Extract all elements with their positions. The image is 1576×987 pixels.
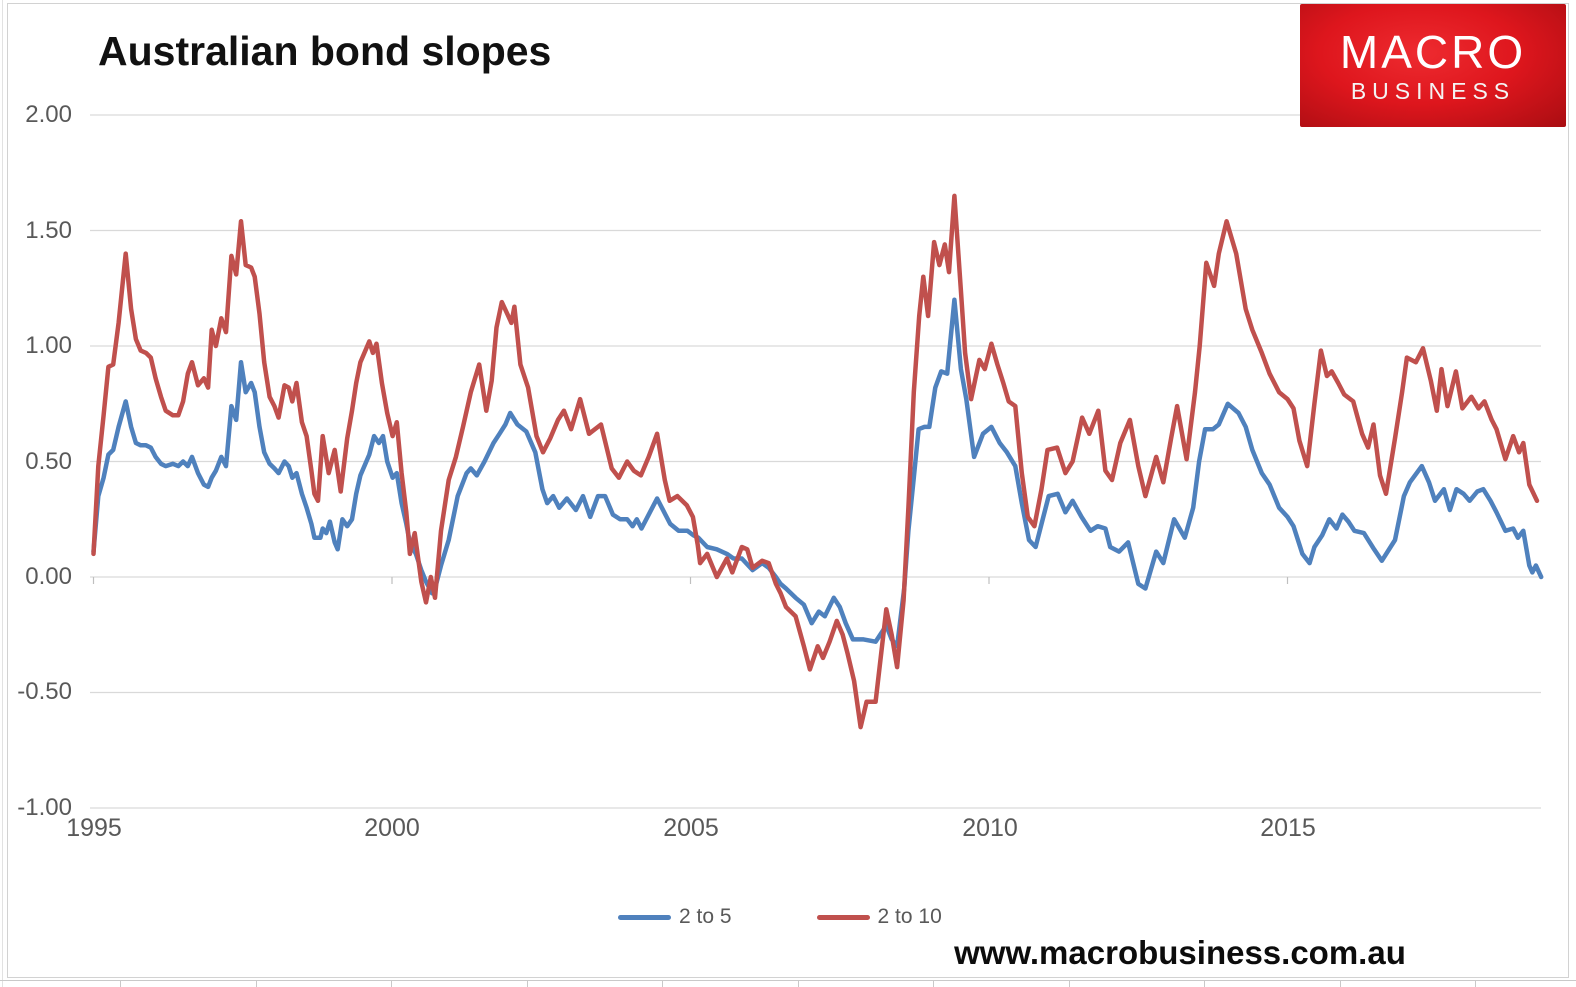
x-axis-label: 1995 [66,814,122,842]
spreadsheet-column-separator [255,981,257,987]
legend-line-sample-blue [618,914,671,920]
y-axis-label: 0.00 [25,563,72,590]
window-edge [2,0,3,987]
spreadsheet-column-separator [797,981,799,987]
y-axis-label: 0.50 [25,448,72,475]
legend-item-2-to-5[interactable]: 2 to 5 [618,905,732,929]
spreadsheet-column-separator [662,981,663,987]
spreadsheet-column-separator [391,981,392,987]
spreadsheet-column-separator [1339,981,1341,987]
chart-object-frame[interactable] [7,3,1569,978]
spreadsheet-column-separator [120,981,121,987]
series-line-2-to-5 [91,297,1544,649]
website-watermark: www.macrobusiness.com.au [954,934,1406,971]
spreadsheet-row-edge [0,980,1576,981]
series-line-2-to-10 [91,193,1540,730]
y-axis-label: 2.00 [25,101,72,128]
spreadsheet-column-separator [1068,981,1070,987]
x-axis-label: 2015 [1260,814,1316,842]
x-axis-label: 2000 [364,814,420,842]
spreadsheet-column-separator [526,981,528,987]
logo-text-business: BUSINESS [1350,77,1516,104]
x-axis-label: 2005 [663,814,719,842]
spreadsheet-column-separator [933,981,934,987]
macrobusiness-logo: MACRO BUSINESS [1300,4,1566,127]
chart-legend: 2 to 5 2 to 10 [618,905,942,929]
legend-label: 2 to 10 [877,905,942,928]
legend-item-2-to-10[interactable]: 2 to 10 [816,905,942,929]
y-axis-label: -0.50 [17,678,72,705]
y-axis-label: 1.50 [25,217,72,244]
x-axis-label: 2010 [962,814,1018,842]
logo-text-macro: MACRO [1339,25,1527,78]
legend-line-sample-red [816,914,870,920]
legend-label: 2 to 5 [679,905,732,928]
chart-title: Australian bond slopes [98,28,552,74]
spreadsheet-column-separator [1204,981,1205,987]
y-axis-label: 1.00 [25,332,72,359]
y-axis-label: -1.00 [17,794,72,821]
spreadsheet-column-separator [1475,981,1476,987]
